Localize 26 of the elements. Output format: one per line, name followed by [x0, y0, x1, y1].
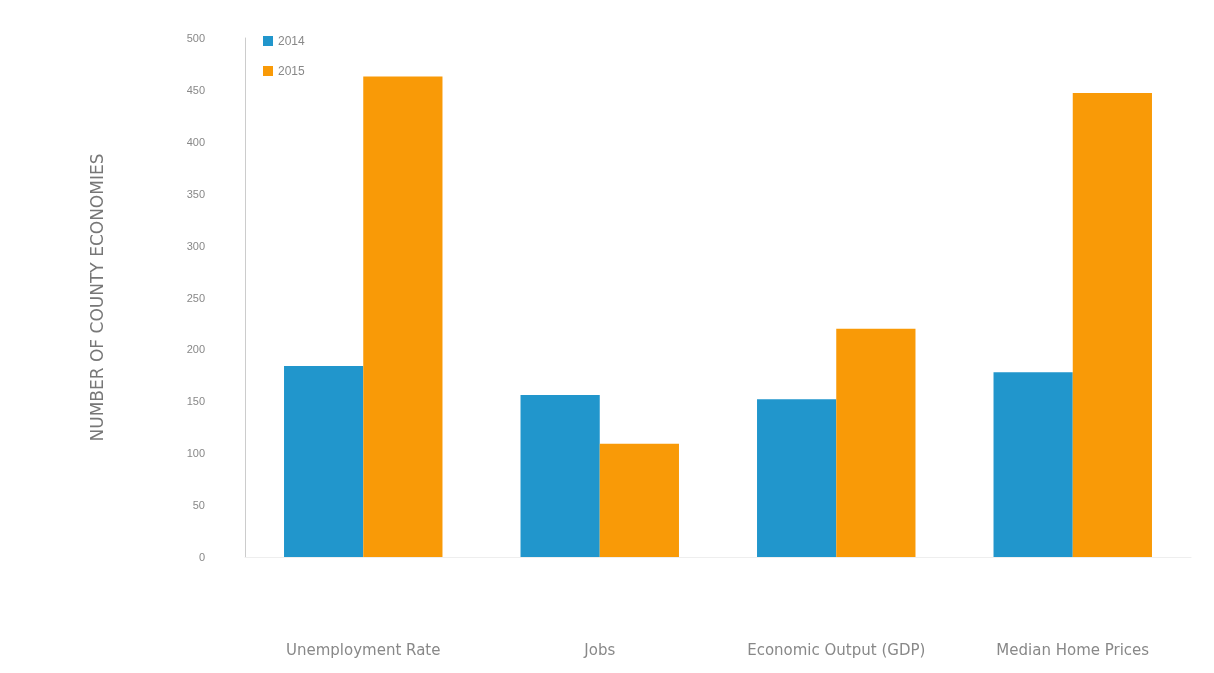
y-tick-label: 50: [192, 499, 205, 512]
x-tick-label: Median Home Prices: [996, 640, 1150, 659]
bar: [363, 76, 443, 557]
bar: [1072, 93, 1152, 557]
y-tick-label: 300: [186, 239, 205, 252]
y-tick-label: 350: [186, 187, 205, 200]
y-tick-label: 250: [186, 291, 205, 304]
bar: [836, 328, 916, 557]
y-axis-title: NUMBER OF COUNTY ECONOMIES: [86, 153, 107, 442]
bar: [993, 372, 1073, 557]
x-tick-label: Economic Output (GDP): [747, 640, 926, 659]
bar: [284, 366, 364, 557]
y-tick-label: 400: [186, 135, 205, 148]
y-tick-label: 0: [198, 551, 205, 563]
bar: [520, 395, 600, 557]
y-tick-label: 500: [186, 32, 205, 44]
y-tick-label: 100: [186, 447, 205, 460]
y-tick-label: 200: [186, 343, 205, 356]
legend-label: 2015: [278, 64, 306, 78]
legend-label: 2014: [278, 34, 306, 48]
y-tick-label: 150: [186, 395, 205, 408]
bar: [757, 399, 837, 557]
x-tick-label: Jobs: [583, 640, 616, 659]
bar: [599, 443, 679, 557]
y-tick-label: 450: [186, 83, 205, 96]
x-tick-label: Unemployment Rate: [286, 640, 441, 659]
